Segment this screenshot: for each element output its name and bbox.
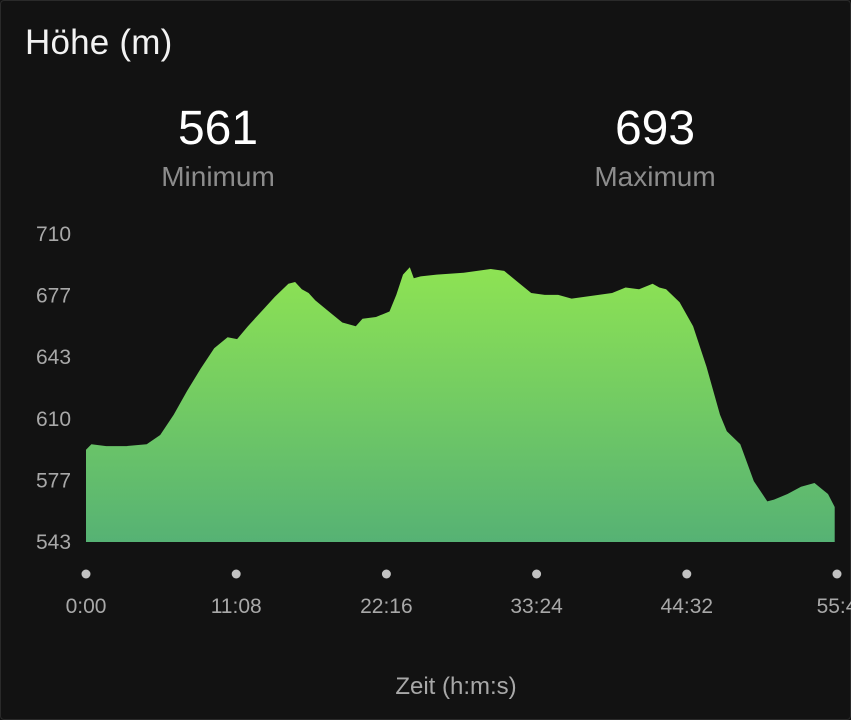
maximum-label: Maximum bbox=[594, 161, 716, 192]
y-tick-label: 543 bbox=[36, 531, 71, 554]
x-axis: 0:00 11:08 22:16 33:24 44:32 55:4 bbox=[66, 569, 851, 618]
minimum-value: 561 bbox=[177, 102, 259, 155]
area-series bbox=[86, 267, 835, 542]
x-tick-dot bbox=[231, 569, 241, 579]
y-tick-label: 643 bbox=[36, 346, 71, 369]
x-tick-label: 55:4 bbox=[817, 595, 851, 618]
minimum-stat: 561 Minimum bbox=[98, 101, 338, 195]
x-tick-dot bbox=[381, 569, 391, 579]
y-tick-label: 610 bbox=[36, 408, 71, 431]
x-tick-label: 11:08 bbox=[211, 595, 262, 618]
x-tick-dot bbox=[532, 569, 542, 579]
x-tick-dot bbox=[682, 569, 692, 579]
elevation-area bbox=[86, 267, 835, 542]
x-tick-label: 0:00 bbox=[66, 595, 107, 618]
x-tick-label: 33:24 bbox=[510, 595, 563, 618]
y-tick-label: 710 bbox=[36, 223, 71, 246]
page-title: Höhe (m) bbox=[25, 23, 173, 62]
maximum-value: 693 bbox=[614, 102, 696, 155]
x-tick-dot bbox=[832, 569, 842, 579]
maximum-stat: 693 Maximum bbox=[535, 101, 775, 195]
x-tick-label: 22:16 bbox=[360, 595, 413, 618]
y-tick-label: 677 bbox=[36, 285, 71, 308]
x-tick-dot bbox=[81, 569, 91, 579]
x-tick-label: 44:32 bbox=[661, 595, 714, 618]
minimum-label: Minimum bbox=[161, 161, 275, 192]
y-tick-label: 577 bbox=[36, 469, 71, 492]
x-axis-label: Zeit (h:m:s) bbox=[395, 673, 516, 700]
y-axis: 710 677 643 610 577 543 bbox=[36, 223, 71, 554]
